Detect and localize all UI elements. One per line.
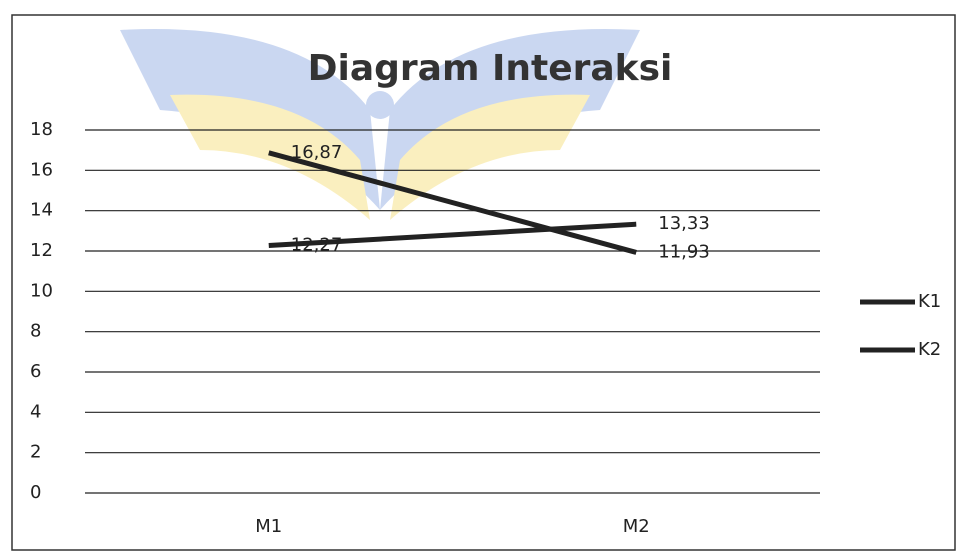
y-tick-label: 10 xyxy=(30,280,53,301)
y-tick-label: 12 xyxy=(30,240,53,261)
y-tick-label: 2 xyxy=(30,442,41,463)
data-label: 11,93 xyxy=(658,241,710,262)
x-tick-label: M1 xyxy=(255,516,282,537)
legend-label: K1 xyxy=(918,291,941,312)
legend-label: K2 xyxy=(918,339,941,360)
chart-title: Diagram Interaksi xyxy=(308,48,673,89)
x-tick-label: M2 xyxy=(623,516,650,537)
y-tick-label: 8 xyxy=(30,321,41,342)
y-tick-label: 16 xyxy=(30,159,53,180)
y-tick-label: 4 xyxy=(30,401,41,422)
series-line xyxy=(268,221,637,249)
y-tick-label: 14 xyxy=(30,200,53,221)
data-label: 16,87 xyxy=(291,142,343,163)
watermark xyxy=(120,29,640,220)
series-line xyxy=(268,150,637,255)
chart-frame xyxy=(11,14,956,551)
y-tick-label: 0 xyxy=(30,482,41,503)
data-label: 12,27 xyxy=(291,235,343,256)
data-label: 13,33 xyxy=(658,213,710,234)
y-tick-label: 6 xyxy=(30,361,41,382)
y-tick-label: 18 xyxy=(30,119,53,140)
